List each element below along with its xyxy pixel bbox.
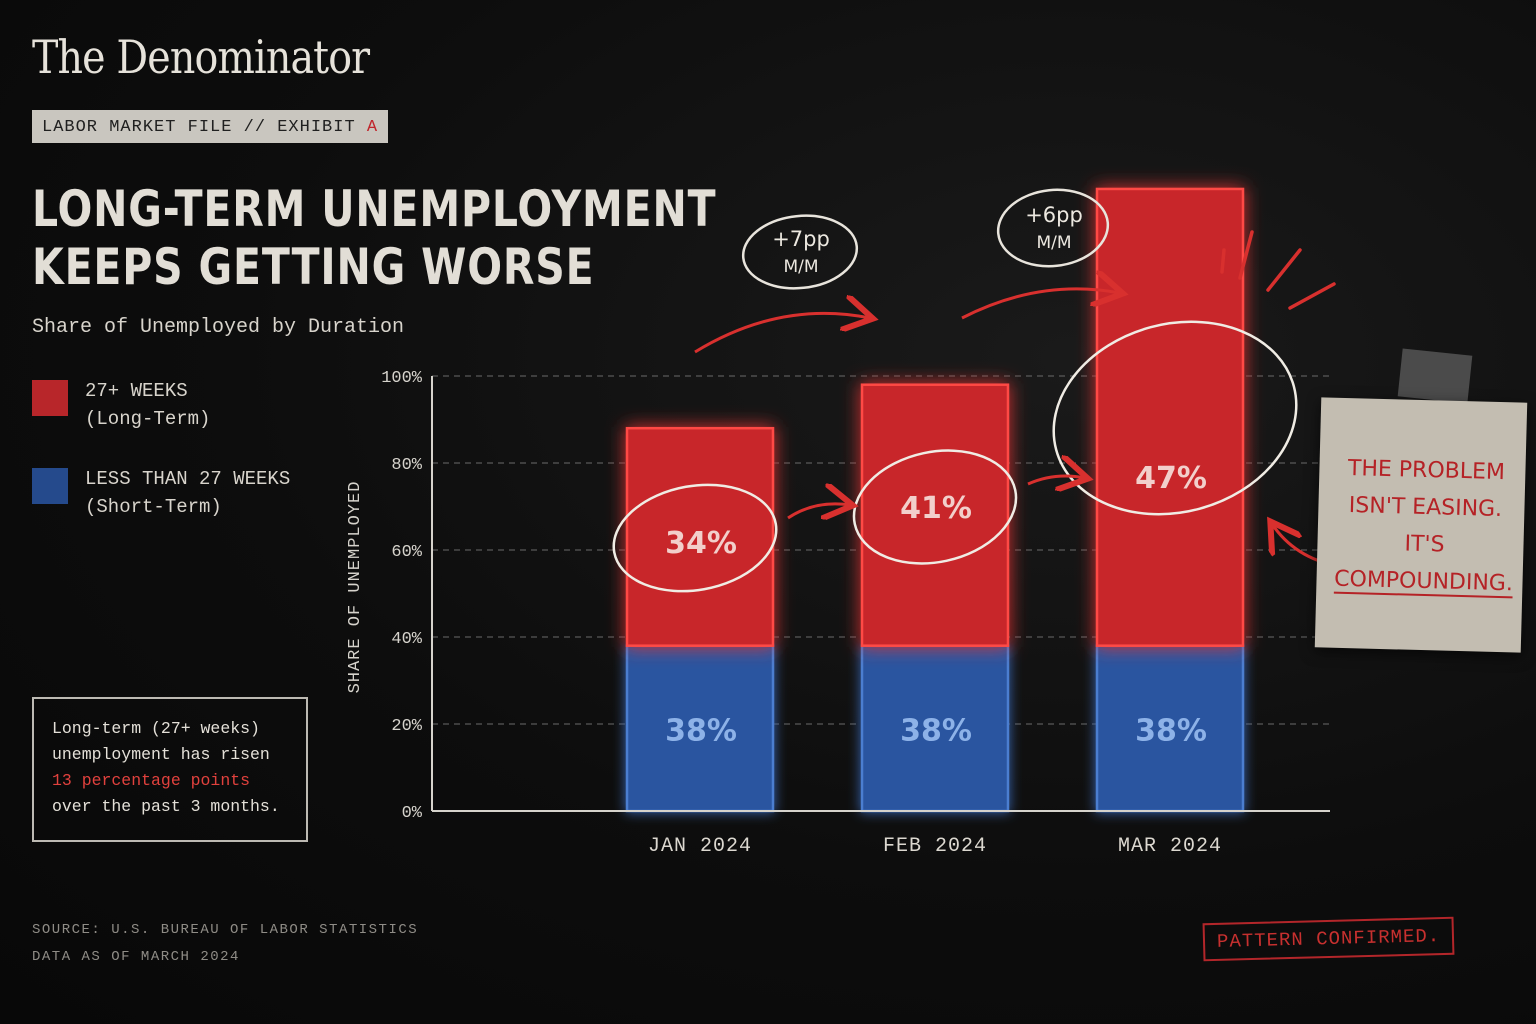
callout-2-line-1: +6pp — [1025, 203, 1083, 227]
y-tick-label: 0% — [402, 804, 423, 823]
callout-bubble-2 — [996, 188, 1110, 268]
note-text-2: over the past 3 months. — [52, 797, 280, 816]
bar-short-term — [860, 644, 1010, 813]
legend-swatch-short-term — [32, 468, 68, 504]
y-tick-label: 40% — [391, 630, 422, 649]
callout-1-line-1: +7pp — [772, 227, 830, 251]
legend-label-short-term: LESS THAN 27 WEEKS — [85, 468, 291, 490]
source-line-1: SOURCE: U.S. BUREAU OF LABOR STATISTICS — [32, 922, 419, 938]
bar-data-label: 38% — [900, 713, 972, 748]
source-line-2: DATA AS OF MARCH 2024 — [32, 949, 240, 965]
bar-data-label: 47% — [1135, 461, 1207, 496]
card-line-3: IT'S — [1404, 531, 1445, 558]
card-line-2: ISN'T EASING. — [1348, 493, 1503, 523]
legend-sublabel-long-term: (Long-Term) — [85, 408, 211, 430]
x-tick-label: MAR 2024 — [1118, 835, 1222, 858]
bar-data-label: 38% — [1135, 713, 1207, 748]
legend-swatch-long-term — [32, 380, 68, 416]
exhibit-tag: LABOR MARKET FILE // EXHIBIT A — [32, 110, 389, 143]
y-tick-label: 100% — [381, 369, 423, 388]
arrow-top-2 — [961, 289, 1120, 320]
bar-long-term — [860, 383, 1010, 647]
bar-long-term — [1095, 187, 1245, 647]
callout-bubble-1 — [741, 214, 859, 290]
y-tick-label: 60% — [391, 543, 422, 562]
bar-data-label: 41% — [900, 491, 972, 526]
chart-subtitle: Share of Unemployed by Duration — [32, 316, 405, 339]
note-highlight: 13 percentage points — [52, 771, 251, 790]
bar-long-term — [625, 426, 775, 647]
highlight-circle-feb — [852, 449, 1018, 565]
sticky-note-text: THE PROBLEM ISN'T EASING. IT'S COMPOUNDI… — [1328, 450, 1522, 603]
y-tick-label: 80% — [391, 456, 422, 475]
bar-short-term — [625, 644, 775, 813]
x-tick-label: FEB 2024 — [883, 835, 987, 858]
headline-line-2: KEEPS GETTING WORSE — [32, 238, 595, 296]
legend-item-long-term: 27+ WEEKS (Long-Term) — [32, 377, 210, 433]
source-note: SOURCE: U.S. BUREAU OF LABOR STATISTICS … — [32, 917, 418, 971]
exhibit-letter: A — [366, 118, 379, 137]
y-tick-label: 20% — [391, 717, 422, 736]
arrow-feb-to-mar — [1027, 476, 1085, 484]
y-axis-title: SHARE OF UNEMPLOYED — [346, 481, 365, 694]
legend-label-long-term: 27+ WEEKS — [85, 380, 188, 402]
tape-strip — [1397, 348, 1473, 404]
callout-1-line-2: M/M — [783, 257, 818, 277]
arrow-top-1 — [694, 313, 870, 354]
summary-note: Long-term (27+ weeks) unemployment has r… — [32, 697, 308, 842]
exhibit-tag-prefix: LABOR MARKET FILE // EXHIBIT — [42, 118, 356, 137]
highlight-circle-mar — [1052, 320, 1298, 516]
headline: LONG-TERM UNEMPLOYMENT KEEPS GETTING WOR… — [32, 180, 716, 296]
bar-data-label: 34% — [665, 526, 737, 561]
legend-item-short-term: LESS THAN 27 WEEKS (Short-Term) — [32, 465, 290, 521]
highlight-circle-jan — [612, 483, 778, 593]
arrow-jan-to-feb — [787, 504, 850, 518]
legend-sublabel-short-term: (Short-Term) — [85, 496, 222, 518]
card-line-1: THE PROBLEM — [1347, 455, 1506, 486]
masthead: The Denominator — [32, 30, 370, 84]
x-tick-label: JAN 2024 — [648, 835, 752, 858]
headline-line-1: LONG-TERM UNEMPLOYMENT — [32, 180, 717, 238]
note-text-1: Long-term (27+ weeks) unemployment has r… — [52, 719, 270, 764]
callout-2-line-2: M/M — [1036, 233, 1071, 253]
bar-data-label: 38% — [665, 713, 737, 748]
bar-short-term — [1095, 644, 1245, 813]
burst-lines — [1220, 230, 1336, 310]
card-line-4: COMPOUNDING. — [1333, 566, 1514, 597]
